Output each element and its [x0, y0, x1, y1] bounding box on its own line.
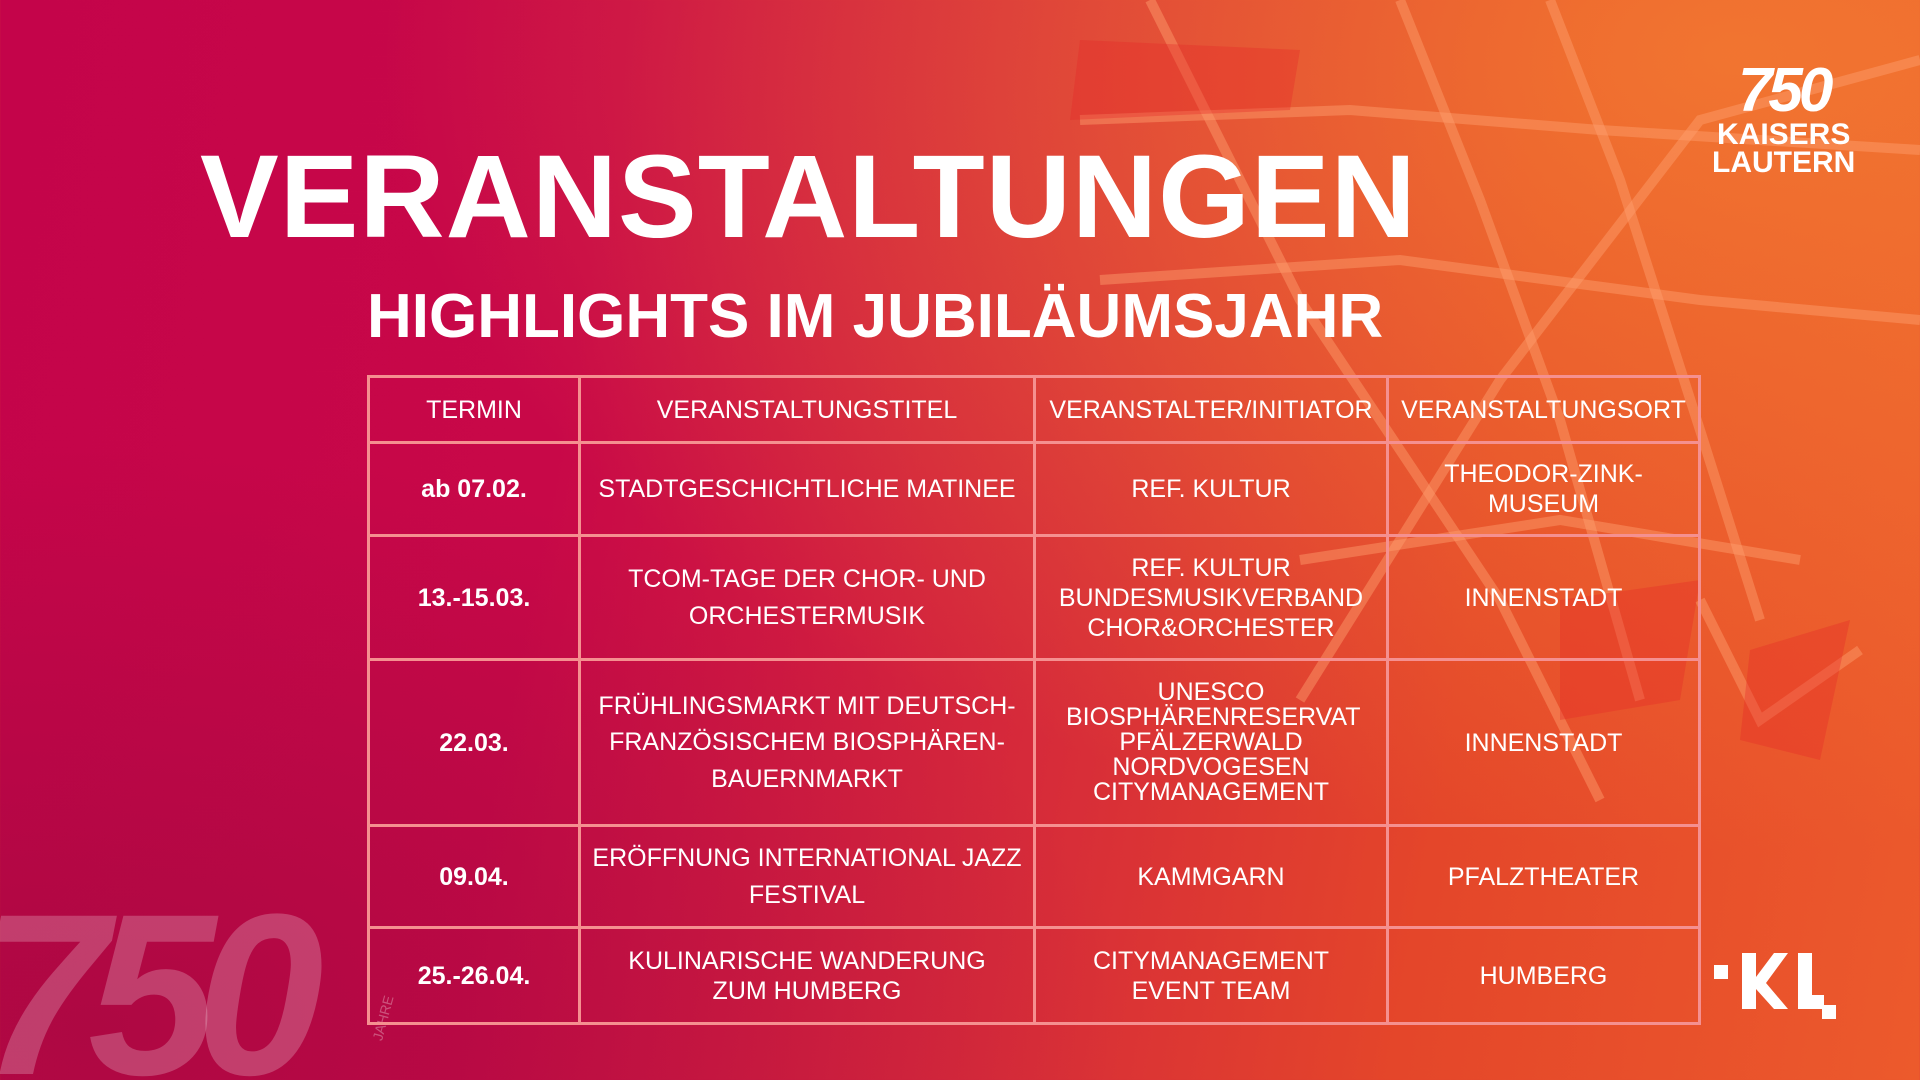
logo-city-line1: KAISERS	[1716, 117, 1851, 151]
kl-brand-logo	[1714, 953, 1836, 1019]
table-row: 22.03. FRÜHLINGSMARKT MIT DEUTSCH-FRANZÖ…	[367, 658, 1701, 827]
cell-title: KULINARISCHE WANDERUNG ZUM HUMBERG	[578, 926, 1036, 1025]
cell-date: 25.-26.04.	[367, 926, 581, 1025]
cell-date: ab 07.02.	[367, 441, 581, 537]
cell-title: STADTGESCHICHTLICHE MATINEE	[578, 441, 1036, 537]
cell-location: INNENSTADT	[1386, 534, 1701, 661]
cell-date: 09.04.	[367, 824, 581, 929]
page-title: VERANSTALTUNGEN	[200, 131, 1417, 263]
cell-organizer: UNESCO BIOSPHÄRENRESERVAT PFÄLZERWALD NO…	[1033, 658, 1389, 827]
cell-organizer: REF. KULTUR BUNDESMUSIKVERBAND CHOR&ORCH…	[1033, 534, 1389, 661]
watermark-750: 750	[0, 866, 324, 1080]
cell-location: PFALZTHEATER	[1386, 824, 1701, 929]
cell-title: ERÖFFNUNG INTERNATIONAL JAZZ FESTIVAL	[578, 824, 1036, 929]
cell-organizer: KAMMGARN	[1033, 824, 1389, 929]
cell-location: INNENSTADT	[1386, 658, 1701, 827]
table-row: 09.04. ERÖFFNUNG INTERNATIONAL JAZZ FEST…	[367, 824, 1701, 929]
header-titel: VERANSTALTUNGSTITEL	[578, 375, 1036, 444]
events-table: TERMIN VERANSTALTUNGSTITEL VERANSTALTER/…	[367, 375, 1701, 1025]
logo-city-line2: LAUTERN	[1712, 146, 1856, 180]
cell-date: 22.03.	[367, 658, 581, 827]
cell-organizer: CITYMANAGEMENT EVENT TEAM	[1033, 926, 1389, 1025]
page-subtitle: HIGHLIGHTS IM JUBILÄUMSJAHR	[367, 282, 1384, 351]
table-row: 13.-15.03. TCOM-TAGE DER CHOR- UND ORCHE…	[367, 534, 1701, 661]
header-ort: VERANSTALTUNGSORT	[1386, 375, 1701, 444]
table-row: 25.-26.04. KULINARISCHE WANDERUNG ZUM HU…	[367, 926, 1701, 1025]
header-veranstalter: VERANSTALTER/INITIATOR	[1033, 375, 1389, 444]
cell-location: HUMBERG	[1386, 926, 1701, 1025]
cell-title: FRÜHLINGSMARKT MIT DEUTSCH-FRANZÖSISCHEM…	[578, 658, 1036, 827]
cell-date: 13.-15.03.	[367, 534, 581, 661]
logo-number: 750	[1737, 56, 1833, 125]
table-header-row: TERMIN VERANSTALTUNGSTITEL VERANSTALTER/…	[367, 375, 1701, 444]
cell-title: TCOM-TAGE DER CHOR- UND ORCHESTERMUSIK	[578, 534, 1036, 661]
table-row: ab 07.02. STADTGESCHICHTLICHE MATINEE RE…	[367, 441, 1701, 537]
header-termin: TERMIN	[367, 375, 581, 444]
cell-location: THEODOR-ZINK-MUSEUM	[1386, 441, 1701, 537]
kaiserslautern-750-logo: 750 KAISERS LAUTERN	[1712, 56, 1856, 180]
cell-organizer: REF. KULTUR	[1033, 441, 1389, 537]
